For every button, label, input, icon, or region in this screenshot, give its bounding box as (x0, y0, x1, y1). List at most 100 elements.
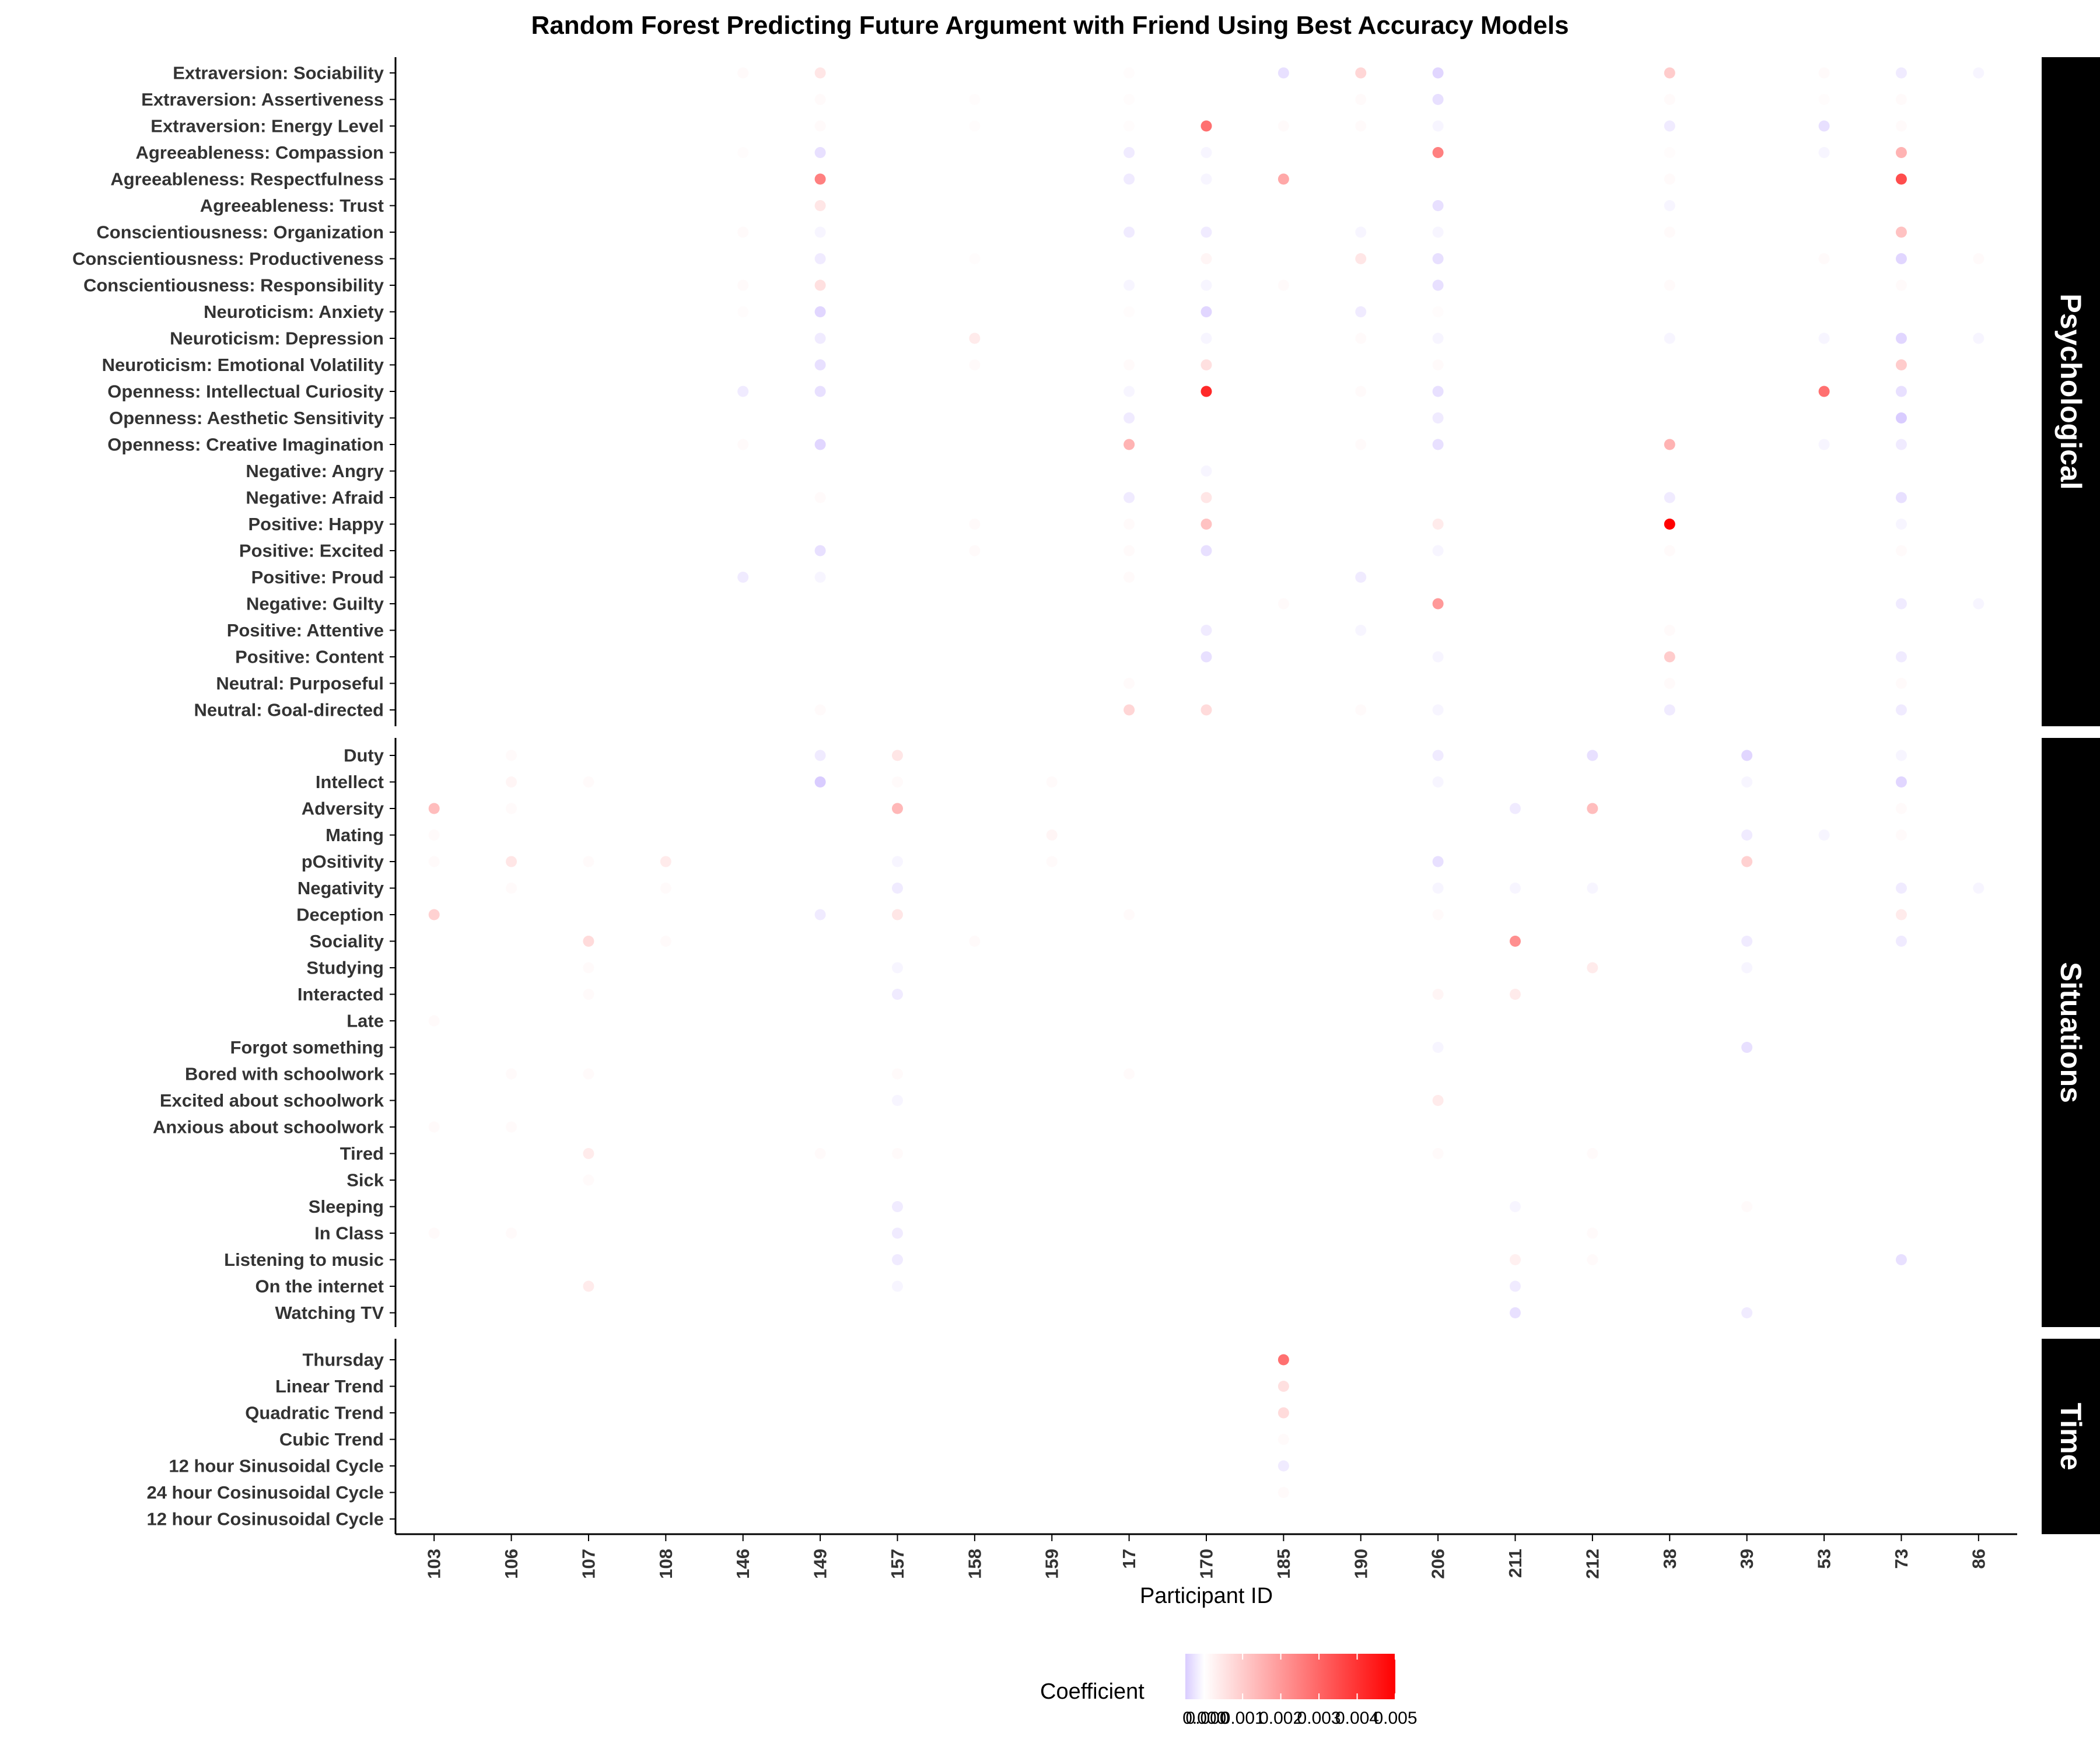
y-tick-label: Bored with schoolwork (185, 1064, 384, 1084)
data-point (1432, 545, 1444, 556)
data-point (1200, 279, 1212, 291)
x-tick-label: 158 (964, 1549, 985, 1579)
data-point (1664, 279, 1675, 291)
y-tick-label: On the internet (256, 1276, 384, 1297)
data-point (1664, 625, 1675, 636)
data-point (1200, 704, 1212, 716)
data-point (969, 120, 981, 132)
data-point (1432, 67, 1444, 79)
y-tick-label: Neutral: Purposeful (216, 673, 384, 694)
data-point (1278, 1381, 1289, 1392)
data-point (1741, 1042, 1753, 1053)
data-point (1355, 306, 1367, 317)
data-point (1124, 519, 1135, 530)
y-tick-label: Adversity (302, 799, 384, 819)
data-point (583, 962, 594, 974)
data-point (1278, 598, 1289, 610)
facet-strip (2042, 738, 2100, 1327)
x-tick-label: 146 (733, 1549, 753, 1579)
y-tick-label: Positive: Attentive (227, 620, 384, 640)
data-point (583, 1174, 594, 1186)
data-point (1895, 332, 1907, 344)
data-point (891, 1227, 903, 1239)
data-point (428, 1227, 440, 1239)
data-point (1895, 173, 1907, 185)
data-point (1895, 776, 1907, 788)
data-point (814, 94, 826, 105)
x-tick-label: 107 (578, 1549, 598, 1579)
data-point (1664, 704, 1675, 716)
facet-strip-label: Situations (2054, 962, 2087, 1103)
data-point (1741, 830, 1753, 841)
data-point (814, 147, 826, 158)
data-point (1432, 94, 1444, 105)
data-point (1124, 306, 1135, 317)
data-point (1510, 803, 1521, 814)
data-point (1124, 173, 1135, 185)
data-point (1895, 651, 1907, 663)
data-point (1895, 1254, 1907, 1265)
data-point (1895, 226, 1907, 238)
y-tick-label: 24 hour Cosinusoidal Cycle (146, 1482, 384, 1503)
legend: Coefficient 0.0000.0000.0010.0020.0030.0… (1040, 1654, 1418, 1728)
data-point (1895, 678, 1907, 689)
y-tick-label: Conscientiousness: Organization (96, 222, 384, 243)
y-tick-label: Sociality (310, 931, 384, 951)
data-point (891, 776, 903, 788)
data-point (506, 1227, 517, 1239)
y-tick-label: Openness: Aesthetic Sensitivity (109, 408, 384, 428)
data-point (1741, 1201, 1753, 1212)
data-point (1278, 120, 1289, 132)
data-point (814, 545, 826, 556)
y-tick-label: Extraversion: Sociability (173, 63, 384, 83)
data-point (1973, 67, 1985, 79)
data-point (1587, 962, 1598, 974)
x-tick-label: 190 (1350, 1549, 1371, 1579)
legend-tick-label: 0.002 (1259, 1709, 1303, 1728)
data-point (1895, 803, 1907, 814)
data-point (1895, 94, 1907, 105)
x-tick-label: 159 (1042, 1549, 1062, 1579)
data-point (1432, 412, 1444, 424)
data-point (814, 1148, 826, 1159)
data-point (1432, 306, 1444, 317)
data-point (1200, 147, 1212, 158)
data-point (1510, 883, 1521, 894)
data-point (969, 359, 981, 370)
x-tick-label: 170 (1196, 1549, 1217, 1579)
y-tick-label: Quadratic Trend (245, 1403, 384, 1423)
legend-tick-label: 0.000 (1185, 1709, 1229, 1728)
data-point (814, 492, 826, 503)
x-tick-label: 73 (1891, 1549, 1912, 1569)
y-tick-label: Positive: Proud (251, 567, 384, 587)
data-point (737, 439, 749, 450)
data-point (1510, 936, 1521, 947)
data-point (1432, 147, 1444, 158)
data-point (1124, 545, 1135, 556)
data-point (814, 332, 826, 344)
data-point (814, 776, 826, 788)
data-point (891, 909, 903, 921)
data-point (814, 439, 826, 450)
facet-strip-label: Psychological (2054, 293, 2087, 489)
data-point (1895, 67, 1907, 79)
data-point (1124, 226, 1135, 238)
data-point (583, 1148, 594, 1159)
data-point (1278, 1460, 1289, 1472)
data-point (428, 830, 440, 841)
data-point (1124, 359, 1135, 370)
data-point (428, 856, 440, 867)
data-point (1432, 332, 1444, 344)
data-point (737, 572, 749, 583)
y-tick-label: 12 hour Cosinusoidal Cycle (146, 1509, 384, 1530)
data-point (506, 803, 517, 814)
data-point (506, 883, 517, 894)
data-point (1124, 279, 1135, 291)
data-point (969, 332, 981, 344)
data-point (1895, 750, 1907, 761)
y-tick-label: Neuroticism: Emotional Volatility (102, 355, 384, 375)
data-point (1664, 332, 1675, 344)
data-point (814, 200, 826, 211)
